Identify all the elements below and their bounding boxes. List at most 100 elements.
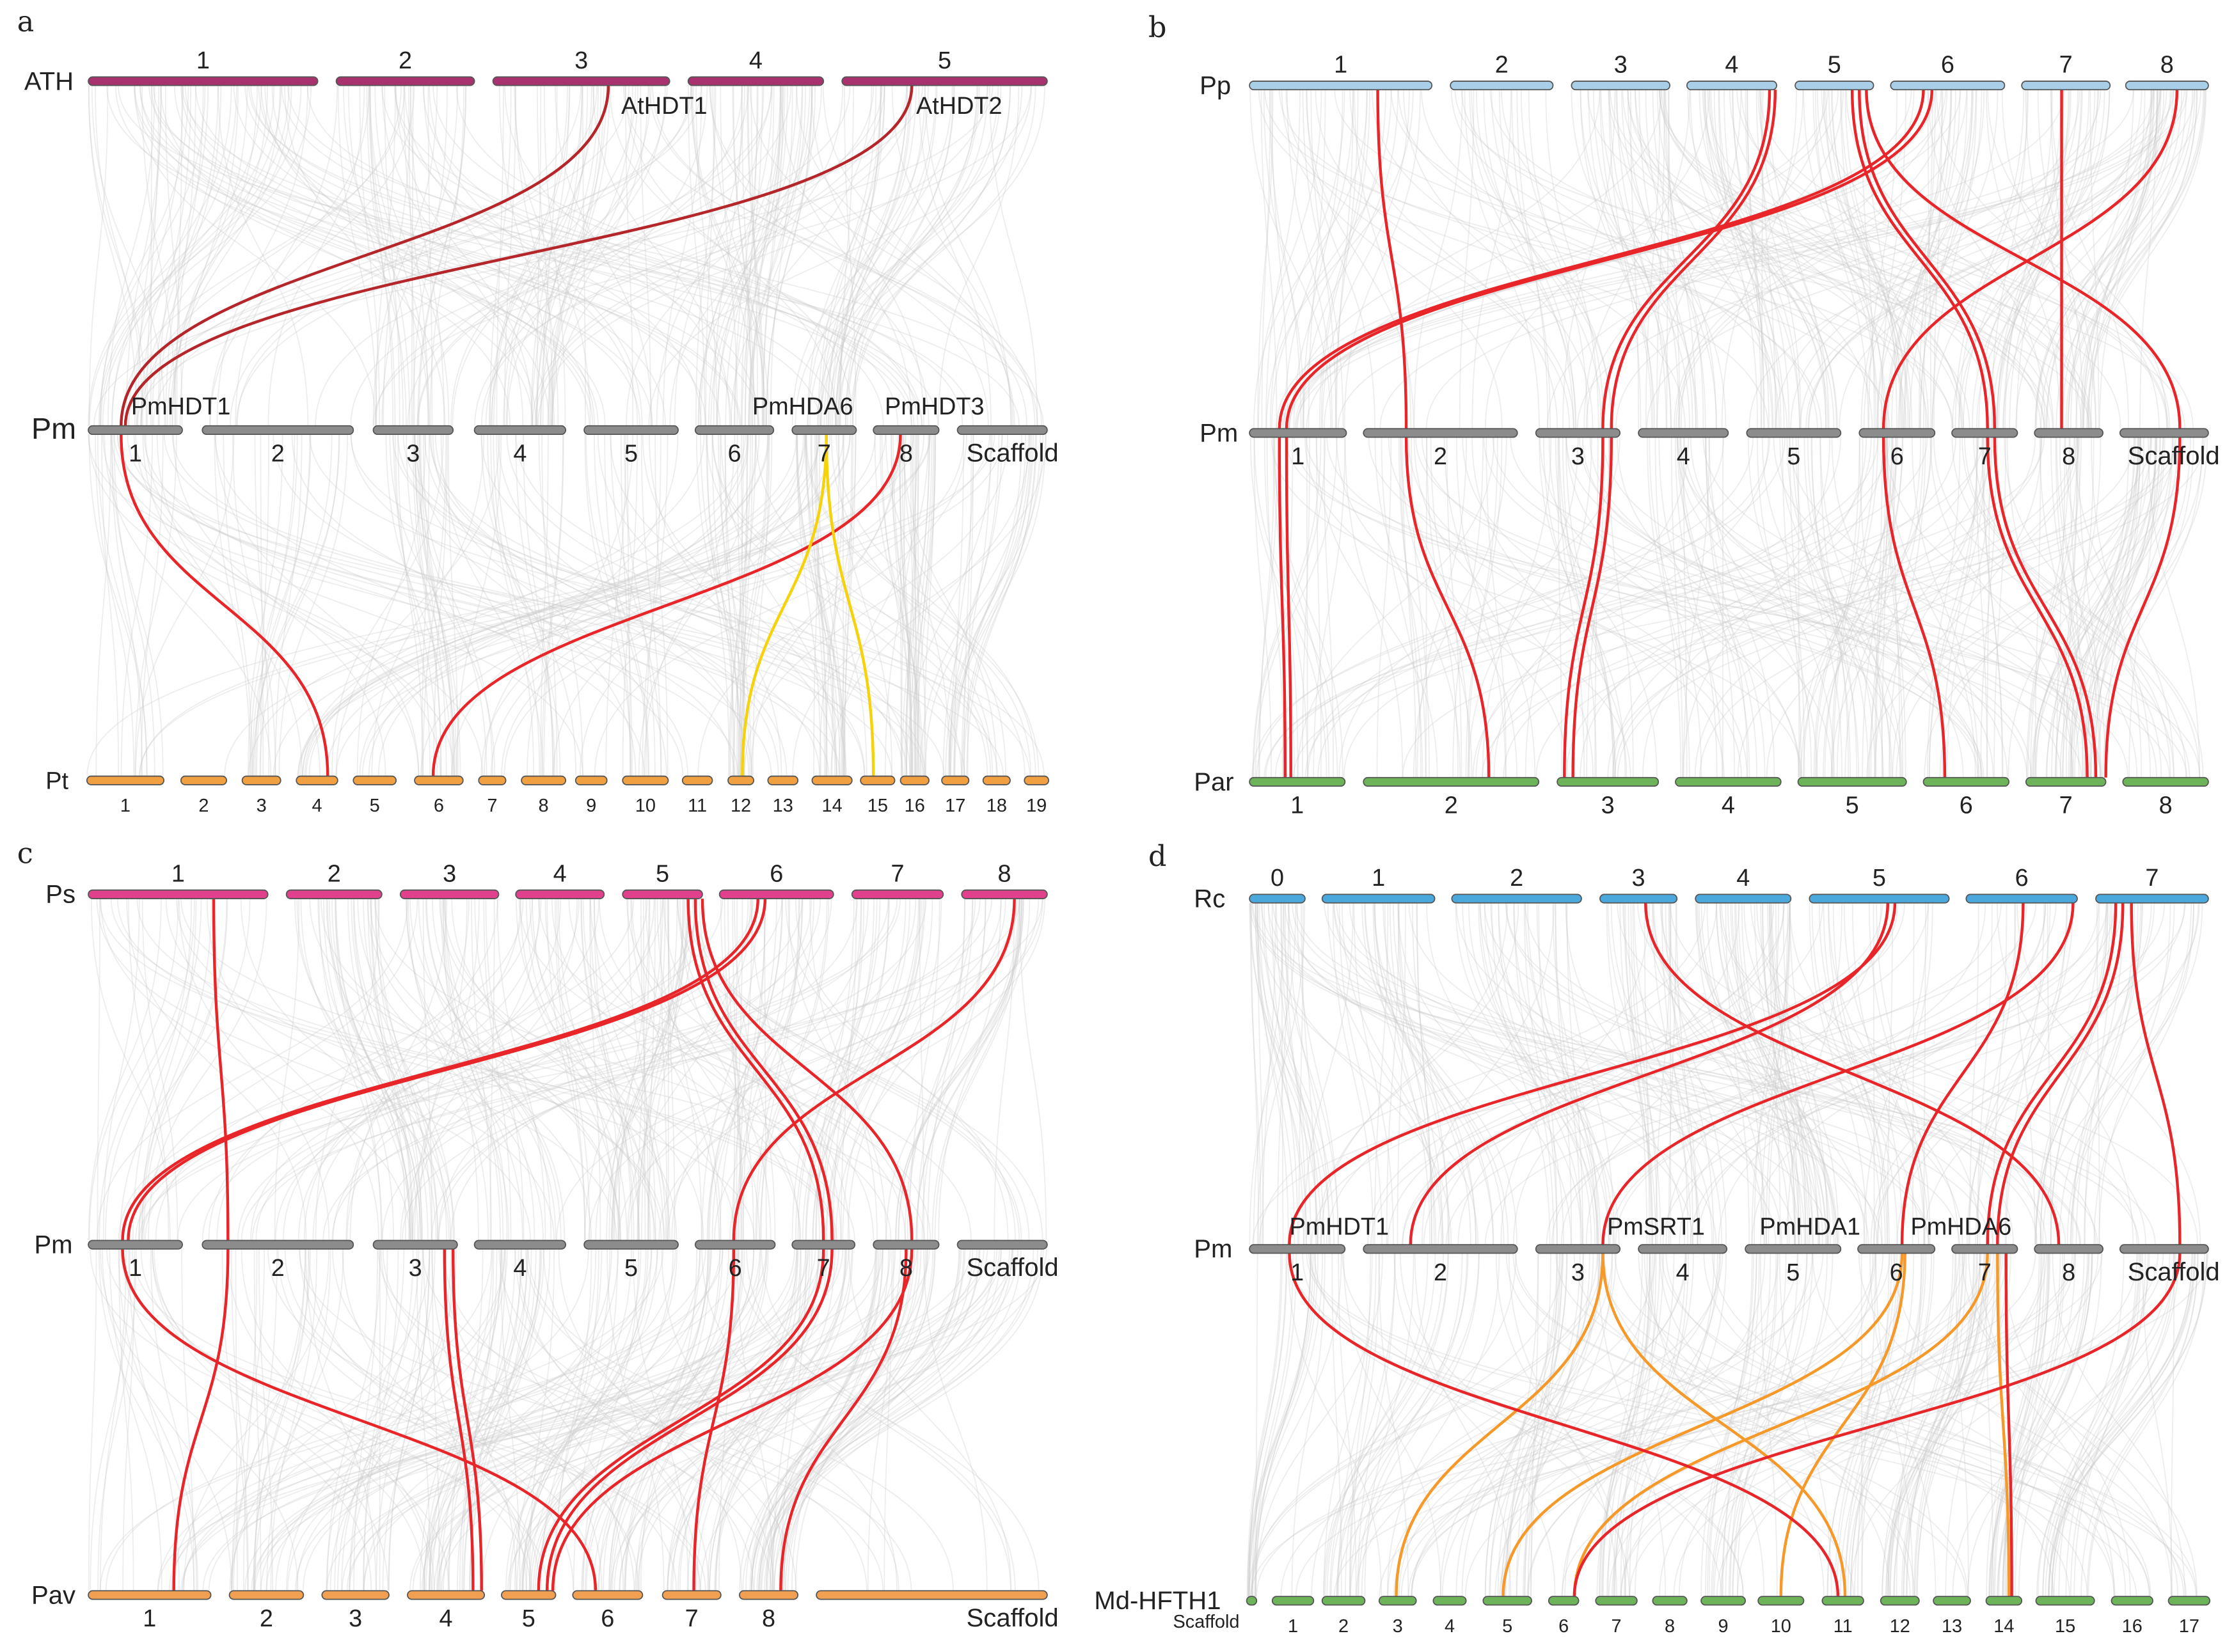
background-link — [1338, 1253, 1357, 1597]
background-link — [949, 434, 1000, 776]
background-link — [2074, 437, 2175, 778]
background-link — [1426, 437, 1459, 778]
background-link — [152, 85, 821, 426]
background-link — [823, 85, 937, 426]
background-link — [695, 434, 743, 776]
background-link — [309, 899, 665, 1241]
chromosome-label: 6 — [729, 1255, 742, 1282]
chromosome-bar — [694, 1239, 776, 1250]
background-link — [847, 899, 942, 1241]
background-link — [141, 899, 898, 1241]
background-link — [1558, 437, 1585, 778]
background-link — [2056, 90, 2205, 429]
background-link — [593, 1248, 761, 1591]
background-link — [1876, 902, 1931, 1245]
background-link — [782, 1248, 965, 1591]
background-link — [797, 899, 878, 1241]
background-link — [839, 85, 980, 426]
background-link — [755, 899, 800, 1241]
background-link — [2061, 90, 2162, 429]
background-link — [142, 434, 321, 776]
background-link — [1761, 902, 1796, 1245]
background-link — [1505, 1253, 1969, 1597]
background-link — [2089, 90, 2100, 429]
chromosome-label: 15 — [867, 796, 888, 816]
background-link — [598, 899, 875, 1241]
background-link — [331, 1248, 640, 1591]
background-link — [240, 899, 450, 1241]
background-link — [1509, 1253, 1539, 1597]
background-link — [1573, 1253, 2070, 1597]
background-link — [331, 899, 419, 1241]
background-link — [733, 85, 786, 426]
background-link — [543, 1248, 775, 1591]
background-link — [1276, 902, 1318, 1245]
chromosome-bar — [88, 889, 269, 899]
background-link — [795, 899, 881, 1241]
background-link — [1288, 90, 1839, 429]
background-link — [308, 1248, 533, 1591]
background-link — [1589, 437, 1982, 778]
background-link — [1705, 437, 1736, 778]
background-link — [253, 434, 333, 776]
background-link — [347, 899, 424, 1241]
background-link — [1608, 1253, 1994, 1597]
background-link — [1471, 90, 1512, 429]
background-link — [2015, 1253, 2049, 1597]
background-link — [1617, 902, 2096, 1245]
background-link — [555, 85, 653, 426]
background-link — [88, 1248, 97, 1591]
background-link — [1708, 1253, 1753, 1597]
background-link — [1398, 1253, 1686, 1597]
chromosome-bar — [501, 1590, 557, 1600]
background-link — [137, 85, 162, 426]
background-link — [1416, 437, 1468, 778]
background-link — [2045, 1253, 2193, 1597]
background-link — [273, 434, 735, 776]
chromosome-bar — [1450, 81, 1554, 91]
chromosome-bar — [1857, 1244, 1936, 1254]
background-link — [795, 899, 1009, 1241]
background-link — [1612, 437, 1885, 778]
background-link — [1661, 902, 1821, 1245]
background-link — [1903, 90, 1944, 429]
background-link — [904, 434, 930, 776]
background-link — [912, 434, 918, 776]
background-link — [1748, 90, 2167, 429]
background-link — [1324, 1253, 1449, 1597]
background-link — [530, 85, 570, 426]
background-link — [1887, 90, 1977, 429]
background-link — [556, 899, 1018, 1241]
background-link — [1870, 437, 1897, 778]
background-link — [518, 1248, 700, 1591]
background-link — [488, 85, 595, 426]
background-link — [1617, 437, 2151, 778]
background-link — [1498, 902, 1564, 1245]
background-link — [2051, 1253, 2196, 1597]
background-link — [264, 85, 537, 426]
background-link — [904, 899, 986, 1241]
background-link — [406, 434, 456, 776]
background-link — [299, 434, 820, 776]
background-link — [326, 899, 422, 1241]
background-link — [908, 899, 940, 1241]
background-link — [1939, 437, 2141, 778]
background-link — [1320, 902, 1509, 1245]
background-link — [133, 85, 534, 426]
background-link — [1592, 90, 1672, 429]
background-link — [258, 85, 666, 426]
background-link — [335, 434, 500, 776]
gene-pair-link-red — [1881, 437, 1947, 778]
background-link — [1408, 902, 1869, 1245]
background-link — [1250, 1253, 1564, 1597]
background-link — [1294, 437, 2082, 778]
background-link — [1464, 1253, 1966, 1597]
background-link — [481, 1248, 701, 1591]
background-link — [1613, 1253, 1651, 1597]
background-link — [1759, 90, 1830, 429]
background-link — [1462, 437, 1748, 778]
chromosome-bar — [718, 889, 834, 899]
background-link — [541, 434, 564, 776]
chromosome-bar — [2119, 1244, 2209, 1254]
background-link — [385, 434, 452, 776]
